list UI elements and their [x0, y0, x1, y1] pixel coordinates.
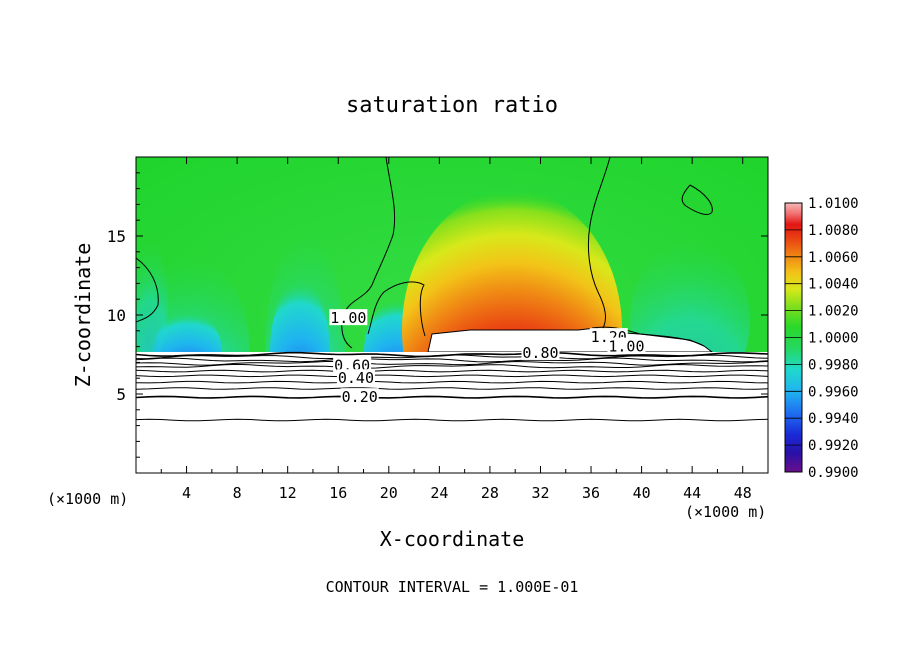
colorbar-label: 1.0100 — [808, 196, 859, 212]
y-tick-label: 5 — [116, 385, 126, 404]
contour-level-line — [135, 380, 769, 384]
cyan-zone-edge-left — [136, 240, 168, 360]
contour-label-bg — [336, 369, 375, 386]
contour-level-line — [135, 357, 769, 363]
x-tick-label: 4 — [182, 484, 191, 502]
contour-interval-note: CONTOUR INTERVAL = 1.000E-01 — [326, 578, 579, 596]
colorbar-label: 1.0060 — [808, 250, 859, 266]
colorbar-ticks: 1.0100 1.0080 1.0060 1.0040 1.0020 1.0000 0.99… — [785, 196, 859, 481]
contour-right-upper — [587, 157, 611, 331]
colorbar-label: 1.0020 — [808, 304, 859, 320]
contour-label: 0.20 — [342, 388, 378, 406]
x-tick-label: 16 — [329, 484, 347, 502]
contour-label-bg — [340, 388, 379, 405]
colorbar-label: 1.0040 — [808, 277, 859, 293]
x-axis: 4 8 12 16 20 24 28 32 36 40 44 48 — [160, 157, 752, 502]
colorbar-label: 1.0080 — [808, 223, 859, 239]
colorbar-label: 0.9940 — [808, 411, 859, 427]
contour-mid-loop — [367, 281, 426, 337]
x-tick-label: 44 — [683, 484, 701, 502]
contour-level-line — [135, 387, 769, 390]
contour-label: 0.40 — [338, 369, 374, 387]
contour-label: 1.00 — [608, 338, 644, 356]
y-tick-label: 15 — [107, 227, 126, 246]
x-units-left: (×1000 m) — [47, 490, 128, 508]
colorbar-label: 0.9980 — [808, 357, 859, 373]
x-axis-label: X-coordinate — [380, 527, 525, 551]
contour-cloud-top — [591, 326, 705, 347]
contour-level-line — [135, 369, 769, 373]
contour-label-bg — [329, 309, 368, 326]
x-tick-label: 32 — [531, 484, 549, 502]
x-units-right: (×1000 m) — [685, 503, 766, 521]
contour-label-bg — [521, 343, 560, 360]
lower-layer — [136, 352, 768, 473]
contour-island — [681, 184, 713, 215]
x-tick-label: 8 — [233, 484, 242, 502]
horizontal-contours — [135, 351, 769, 422]
y-axis: 5 10 15 — [107, 172, 768, 458]
x-tick-label: 20 — [380, 484, 398, 502]
contour-level-line — [135, 360, 769, 366]
colorbar-label: 0.9960 — [808, 384, 859, 400]
x-tick-label: 24 — [430, 484, 448, 502]
colorbar-label: 1.0000 — [808, 331, 859, 347]
contour-labels: 1.001.201.000.800.600.400.20 — [329, 309, 646, 406]
contour-level-line — [135, 374, 769, 378]
colorbar: 1.0100 1.0080 1.0060 1.0040 1.0020 1.0000 0.99… — [784, 196, 859, 481]
chart-title: saturation ratio — [346, 93, 558, 118]
y-tick-label: 10 — [107, 306, 126, 325]
contour-level-line — [135, 395, 769, 399]
contour-label: 0.80 — [522, 344, 558, 362]
contour-level-line — [135, 354, 769, 360]
colorbar-label: 0.9900 — [808, 465, 859, 481]
x-tick-label: 36 — [582, 484, 600, 502]
x-tick-label: 28 — [481, 484, 499, 502]
contour-left-edge — [136, 257, 159, 323]
heatmap-field — [136, 157, 768, 473]
contour-label-bg — [607, 337, 646, 354]
x-tick-label: 12 — [279, 484, 297, 502]
x-tick-label: 40 — [633, 484, 651, 502]
colorbar-label: 0.9920 — [808, 438, 859, 454]
contour-label-bg — [333, 356, 372, 373]
contour-level-line — [135, 363, 769, 369]
y-axis-label: Z-coordinate — [71, 243, 95, 388]
contour-level-line — [135, 418, 769, 422]
x-tick-label: 48 — [734, 484, 752, 502]
contour-label: 1.00 — [330, 309, 366, 327]
